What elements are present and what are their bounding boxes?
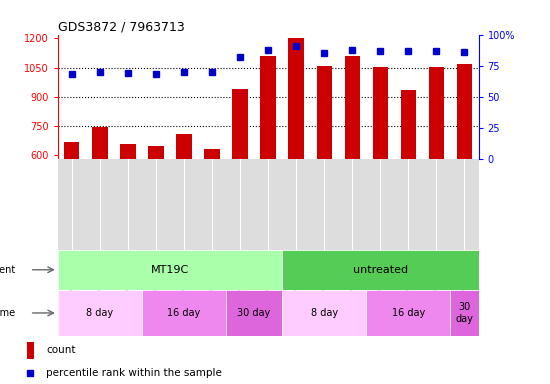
Bar [428, 67, 444, 159]
Bar [288, 38, 304, 159]
Bar [142, 290, 226, 336]
Text: MT19C: MT19C [151, 265, 189, 275]
Bar [344, 56, 360, 159]
Text: agent: agent [0, 265, 15, 275]
Text: 8 day: 8 day [311, 308, 338, 318]
Bar [260, 56, 276, 159]
Text: time: time [0, 308, 15, 318]
Bar [27, 342, 34, 359]
Text: 30 day: 30 day [238, 308, 271, 318]
Bar [204, 149, 220, 159]
Bar [282, 290, 366, 336]
Bar [456, 64, 472, 159]
Bar [400, 90, 416, 159]
Bar [148, 146, 164, 159]
Text: 16 day: 16 day [167, 308, 201, 318]
Bar [366, 290, 450, 336]
Text: GDS3872 / 7963713: GDS3872 / 7963713 [58, 20, 184, 33]
Bar [372, 67, 388, 159]
Text: percentile rank within the sample: percentile rank within the sample [46, 368, 222, 379]
Bar [316, 66, 332, 159]
Bar [92, 127, 108, 159]
Bar [58, 250, 282, 290]
Bar [64, 142, 80, 159]
Bar [58, 290, 142, 336]
Bar [226, 290, 282, 336]
Text: 30
day: 30 day [455, 302, 474, 324]
Bar [450, 290, 478, 336]
Text: 16 day: 16 day [392, 308, 425, 318]
Bar [176, 134, 192, 159]
Bar [120, 144, 136, 159]
Bar [282, 250, 478, 290]
Text: count: count [46, 345, 75, 356]
Bar [232, 89, 248, 159]
Text: 8 day: 8 day [86, 308, 113, 318]
Text: untreated: untreated [353, 265, 408, 275]
